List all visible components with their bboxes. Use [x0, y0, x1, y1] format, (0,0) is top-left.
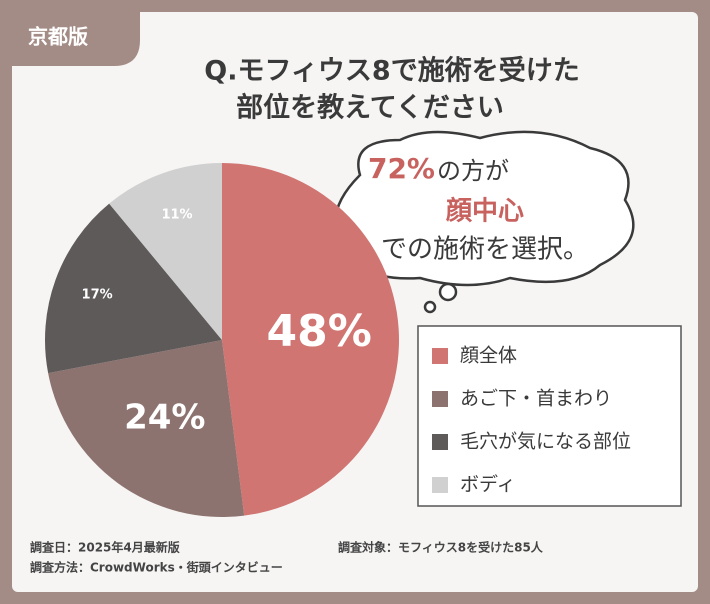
pie-slice [48, 340, 245, 517]
pie-slice [109, 163, 222, 340]
legend-swatch [432, 434, 448, 450]
pie: 48% 24% 17% 11% [44, 163, 400, 517]
legend-label: ボディ [460, 474, 516, 496]
callout-text: の方が [437, 157, 509, 185]
badge-bg [0, 0, 140, 66]
note: 調査対象：モフィウス8を受けた85人 [338, 540, 544, 555]
pie-slice [44, 203, 223, 374]
speech-bubble [334, 130, 635, 314]
note: 調査日：2025年4月最新版 [30, 540, 180, 555]
callout-highlight: 顔中心 [446, 197, 524, 227]
legend-swatch [432, 348, 448, 364]
chart-title: 部位を教えてください [236, 92, 504, 124]
pie-slice [222, 163, 400, 516]
data-label: 48% [266, 306, 371, 357]
legend-swatch [432, 391, 448, 407]
note: 調査方法：CrowdWorks・街頭インタビュー [30, 560, 283, 575]
legend-label: あご下・首まわり [460, 388, 612, 410]
legend-swatch [432, 477, 448, 493]
callout-number: 72% [368, 152, 435, 185]
callout-text: での施術を選択。 [381, 235, 589, 265]
legend-label: 顔全体 [460, 345, 517, 367]
data-label: 17% [82, 288, 113, 303]
legend-box [417, 325, 682, 507]
data-label: 11% [161, 208, 192, 223]
chart-title: Q.モフィウス8で施術を受けた [204, 55, 579, 87]
data-label: 24% [124, 397, 205, 437]
legend-label: 毛穴が気になる部位 [460, 431, 631, 453]
badge: 京都版 [28, 25, 88, 49]
